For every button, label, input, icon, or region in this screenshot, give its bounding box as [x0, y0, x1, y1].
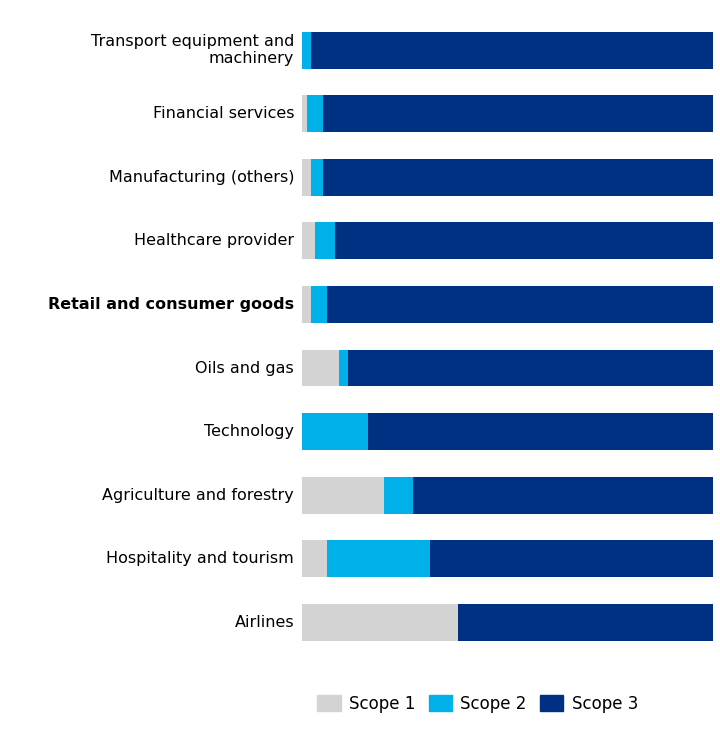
Bar: [413, 477, 713, 514]
Legend: Scope 1, Scope 2, Scope 3: Scope 1, Scope 2, Scope 3: [311, 688, 645, 720]
Bar: [302, 350, 339, 387]
Bar: [310, 286, 327, 323]
Bar: [327, 540, 430, 577]
Bar: [384, 477, 413, 514]
Bar: [368, 413, 713, 450]
Bar: [459, 604, 713, 641]
Bar: [327, 286, 713, 323]
Bar: [302, 159, 310, 196]
Bar: [323, 159, 713, 196]
Bar: [336, 223, 713, 259]
Bar: [310, 159, 323, 196]
Bar: [302, 413, 368, 450]
Bar: [302, 604, 459, 641]
Bar: [315, 223, 336, 259]
Bar: [302, 96, 307, 132]
Bar: [339, 350, 348, 387]
Bar: [430, 540, 713, 577]
Bar: [302, 32, 310, 68]
Bar: [302, 286, 310, 323]
Bar: [348, 350, 713, 387]
Bar: [307, 96, 323, 132]
Bar: [302, 223, 315, 259]
Bar: [302, 477, 384, 514]
Bar: [302, 540, 327, 577]
Bar: [310, 32, 713, 68]
Bar: [323, 96, 713, 132]
